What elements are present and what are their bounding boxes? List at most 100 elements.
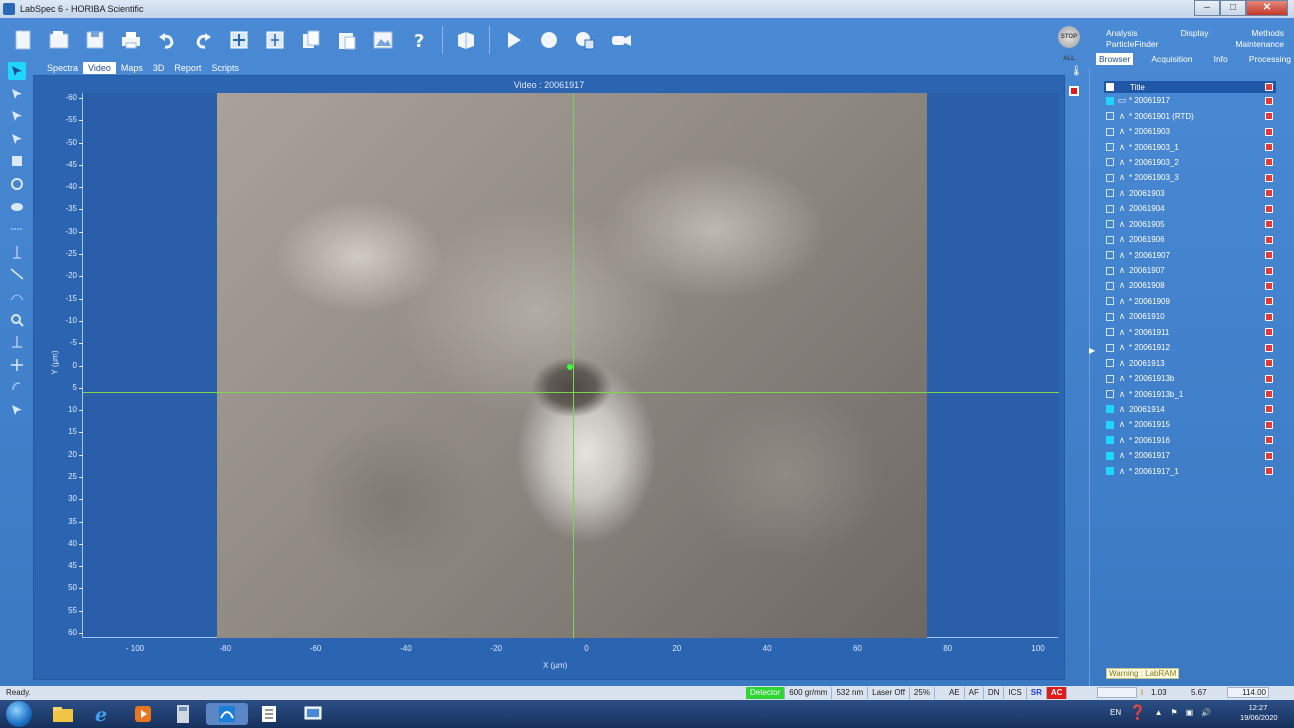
flag-ae[interactable]: AE <box>945 687 965 699</box>
browser-item[interactable]: ▭ * 20061917 <box>1104 93 1276 108</box>
browser-item[interactable]: ∧ 20061914 <box>1104 402 1276 417</box>
lasso-tool-icon[interactable] <box>8 401 26 419</box>
item-checkbox[interactable] <box>1106 127 1114 136</box>
save-icon[interactable] <box>80 25 110 55</box>
delete-item-icon[interactable] <box>1265 436 1273 445</box>
delete-item-icon[interactable] <box>1265 189 1273 198</box>
tab-report[interactable]: Report <box>174 63 202 73</box>
delete-item-icon[interactable] <box>1265 420 1273 429</box>
laser-spot-marker[interactable] <box>567 364 573 370</box>
instrument-icon[interactable] <box>451 25 481 55</box>
item-checkbox[interactable] <box>1106 96 1114 105</box>
zoom-fit-icon[interactable] <box>224 25 254 55</box>
maximize-button[interactable]: □ <box>1220 0 1246 16</box>
delete-item-icon[interactable] <box>1265 266 1273 275</box>
delete-item-icon[interactable] <box>1265 467 1273 476</box>
media-player-icon[interactable] <box>122 703 164 725</box>
record-icon[interactable] <box>534 25 564 55</box>
laser-wavelength-status[interactable]: 532 nm <box>832 687 869 699</box>
menu-particlefinder[interactable]: ParticleFinder <box>1106 39 1159 49</box>
delete-item-icon[interactable] <box>1265 112 1273 121</box>
browser-item[interactable]: ∧ * 20061901 (RTD) <box>1104 108 1276 123</box>
select-tool-icon[interactable] <box>8 107 26 125</box>
thermometer-icon[interactable]: 🌡 <box>1070 66 1083 77</box>
item-checkbox[interactable] <box>1106 405 1114 414</box>
browser-item[interactable]: ∧ 20061913 <box>1104 355 1276 370</box>
browser-item[interactable]: ∧ * 20061913b_1 <box>1104 386 1276 401</box>
vline-tool-icon[interactable] <box>8 243 26 261</box>
pointer-tool-icon[interactable] <box>8 62 26 80</box>
labspec-icon[interactable] <box>206 703 248 725</box>
browser-item[interactable]: ∧ * 20061903_2 <box>1104 155 1276 170</box>
delete-item-icon[interactable] <box>1265 96 1273 105</box>
cursor-icon[interactable] <box>260 25 290 55</box>
explorer-icon[interactable] <box>42 703 84 725</box>
browser-item[interactable]: ∧ * 20061913b <box>1104 371 1276 386</box>
delete-item-icon[interactable] <box>1265 173 1273 182</box>
item-checkbox[interactable] <box>1106 266 1114 275</box>
flag-ics[interactable]: ICS <box>1004 687 1027 699</box>
delete-item-icon[interactable] <box>1265 281 1273 290</box>
browser-item[interactable]: ∧ * 20061917 <box>1104 448 1276 463</box>
redo-icon[interactable] <box>188 25 218 55</box>
select-all-checkbox[interactable] <box>1106 83 1114 91</box>
paste-icon[interactable] <box>332 25 362 55</box>
help-tray-icon[interactable]: ❓ <box>1129 704 1147 720</box>
item-checkbox[interactable] <box>1106 281 1114 290</box>
select-tool-icon[interactable] <box>8 130 26 148</box>
documents-icon[interactable] <box>248 703 290 725</box>
select-tool-icon[interactable] <box>8 85 26 103</box>
tab-spectra[interactable]: Spectra <box>47 63 79 73</box>
tab-processing[interactable]: Processing <box>1248 54 1291 64</box>
circle-tool-icon[interactable] <box>8 175 26 193</box>
delete-item-icon[interactable] <box>1265 297 1273 306</box>
tab-maps[interactable]: Maps <box>120 63 143 73</box>
video-plot-area[interactable]: Y (µm) X (µm) -60 -55 -50 -45 -40 -35 -30 -25 -2… <box>51 93 1059 670</box>
delete-all-icon[interactable] <box>1265 83 1273 91</box>
tab-3d[interactable]: 3D <box>152 63 165 73</box>
item-checkbox[interactable] <box>1106 343 1114 352</box>
browser-item[interactable]: ∧ 20061906 <box>1104 232 1276 247</box>
zoom-tool-icon[interactable] <box>8 311 26 329</box>
stop-all-button[interactable]: STOP ALL <box>1058 26 1080 62</box>
tab-acquisition[interactable]: Acquisition <box>1151 54 1193 64</box>
delete-item-icon[interactable] <box>1265 451 1273 460</box>
browser-item[interactable]: ∧ * 20061917_1 <box>1104 464 1276 479</box>
item-checkbox[interactable] <box>1106 297 1114 306</box>
flag-sr[interactable]: SR <box>1027 687 1047 699</box>
tab-browser[interactable]: Browser <box>1096 53 1134 65</box>
delete-item-icon[interactable] <box>1265 204 1273 213</box>
camera-grid-icon[interactable] <box>570 25 600 55</box>
video-camera-icon[interactable] <box>606 25 636 55</box>
polygon-tool-icon[interactable] <box>8 198 26 216</box>
measure-tool-icon[interactable] <box>8 333 26 351</box>
delete-item-icon[interactable] <box>1265 374 1273 383</box>
grating-status[interactable]: 600 gr/mm <box>785 687 833 699</box>
item-checkbox[interactable] <box>1106 451 1114 460</box>
item-checkbox[interactable] <box>1106 204 1114 213</box>
browser-item[interactable]: ∧ 20061905 <box>1104 217 1276 232</box>
copy-icon[interactable] <box>296 25 326 55</box>
browser-item[interactable]: ∧ * 20061916 <box>1104 433 1276 448</box>
laser-state-status[interactable]: Laser Off <box>868 687 910 699</box>
delete-item-icon[interactable] <box>1265 251 1273 260</box>
ie-icon[interactable]: e <box>82 703 124 725</box>
image-icon[interactable] <box>368 25 398 55</box>
curve-tool-icon[interactable] <box>8 288 26 306</box>
item-checkbox[interactable] <box>1106 328 1114 337</box>
item-checkbox[interactable] <box>1106 158 1114 167</box>
rotate-tool-icon[interactable] <box>8 378 26 396</box>
info-icon[interactable]: i <box>1140 688 1144 697</box>
item-checkbox[interactable] <box>1106 220 1114 229</box>
rectangle-tool-icon[interactable] <box>8 152 26 170</box>
item-checkbox[interactable] <box>1106 359 1114 368</box>
undo-icon[interactable] <box>152 25 182 55</box>
hline-tool-icon[interactable] <box>8 220 26 238</box>
play-icon[interactable] <box>498 25 528 55</box>
delete-item-icon[interactable] <box>1265 143 1273 152</box>
browser-item[interactable]: ∧ * 20061915 <box>1104 417 1276 432</box>
tab-info[interactable]: Info <box>1213 54 1228 64</box>
menu-display[interactable]: Display <box>1180 28 1209 38</box>
new-icon[interactable] <box>8 25 38 55</box>
tab-scripts[interactable]: Scripts <box>211 63 239 73</box>
